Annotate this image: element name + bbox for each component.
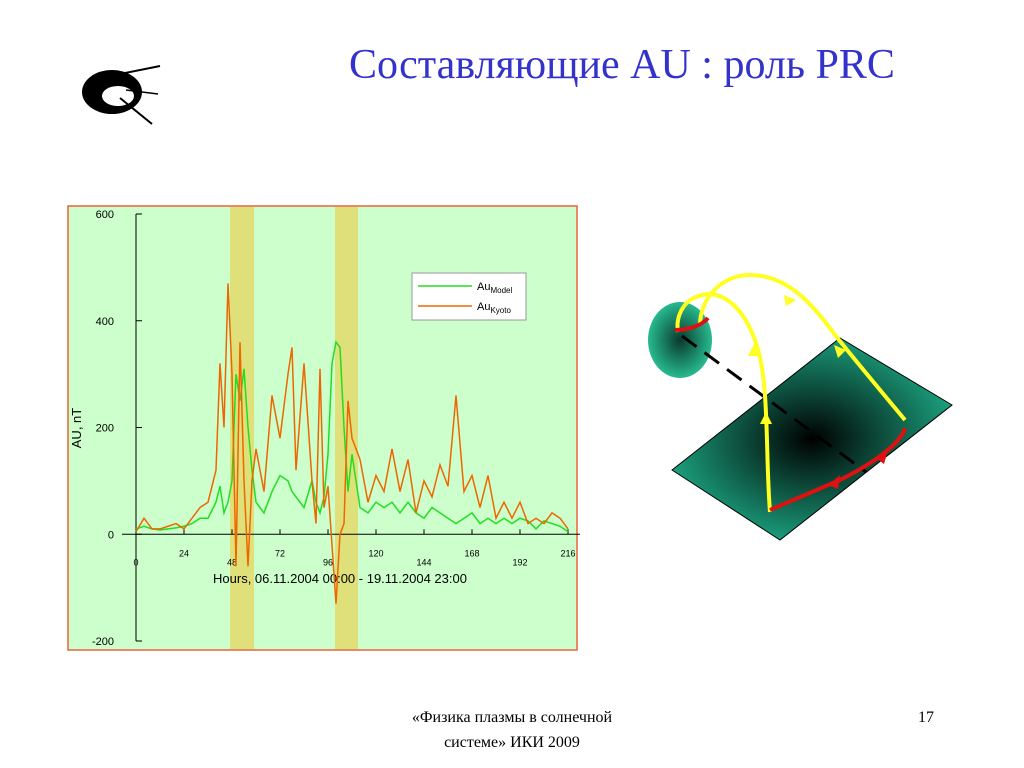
data-line: [135, 283, 569, 604]
y-tick-label: 400: [96, 316, 114, 328]
x-tick-label: 0: [133, 557, 138, 567]
legend-label: AuModel: [477, 281, 512, 295]
legend: [411, 272, 527, 321]
chart: 600 400 200 0 -200 0 24 48 72 96 120 144 168 192 216 Ho…: [69, 207, 580, 649]
x-tick-label: 24: [179, 548, 189, 558]
logo: [82, 65, 161, 125]
y-tick-label: 200: [96, 423, 114, 435]
y-tick-label: 0: [108, 529, 114, 541]
x-tick-label: 96: [323, 557, 333, 567]
x-tick-label: 216: [560, 548, 575, 558]
x-axis-title: Hours, 06.11.2004 00:00 - 19.11.2004 23:…: [213, 571, 467, 586]
data-line: [135, 340, 569, 533]
x-tick-label: 48: [227, 557, 237, 567]
y-tick-label: -200: [92, 636, 114, 648]
y-axis-title: AU, nT: [69, 408, 84, 449]
x-tick-label: 72: [275, 548, 285, 558]
x-tick-label: 120: [368, 548, 383, 558]
legend-subscript: Model: [490, 286, 512, 295]
legend-label: AuKyoto: [477, 301, 511, 315]
legend-name: Au: [477, 281, 490, 293]
page-number: 17: [918, 709, 934, 726]
slide-title: Составляющие AU : роль PRC: [349, 42, 895, 88]
legend-name: Au: [477, 301, 490, 313]
y-tick-label: 600: [96, 209, 114, 221]
footer-line: системе» ИКИ 2009: [444, 734, 580, 751]
x-tick-label: 168: [464, 548, 479, 558]
footer-line: «Физика плазмы в солнечной: [412, 709, 613, 726]
legend-subscript: Kyoto: [490, 306, 511, 315]
diagram: [648, 272, 953, 541]
x-tick-label: 192: [512, 557, 527, 567]
x-tick-label: 144: [416, 557, 431, 567]
